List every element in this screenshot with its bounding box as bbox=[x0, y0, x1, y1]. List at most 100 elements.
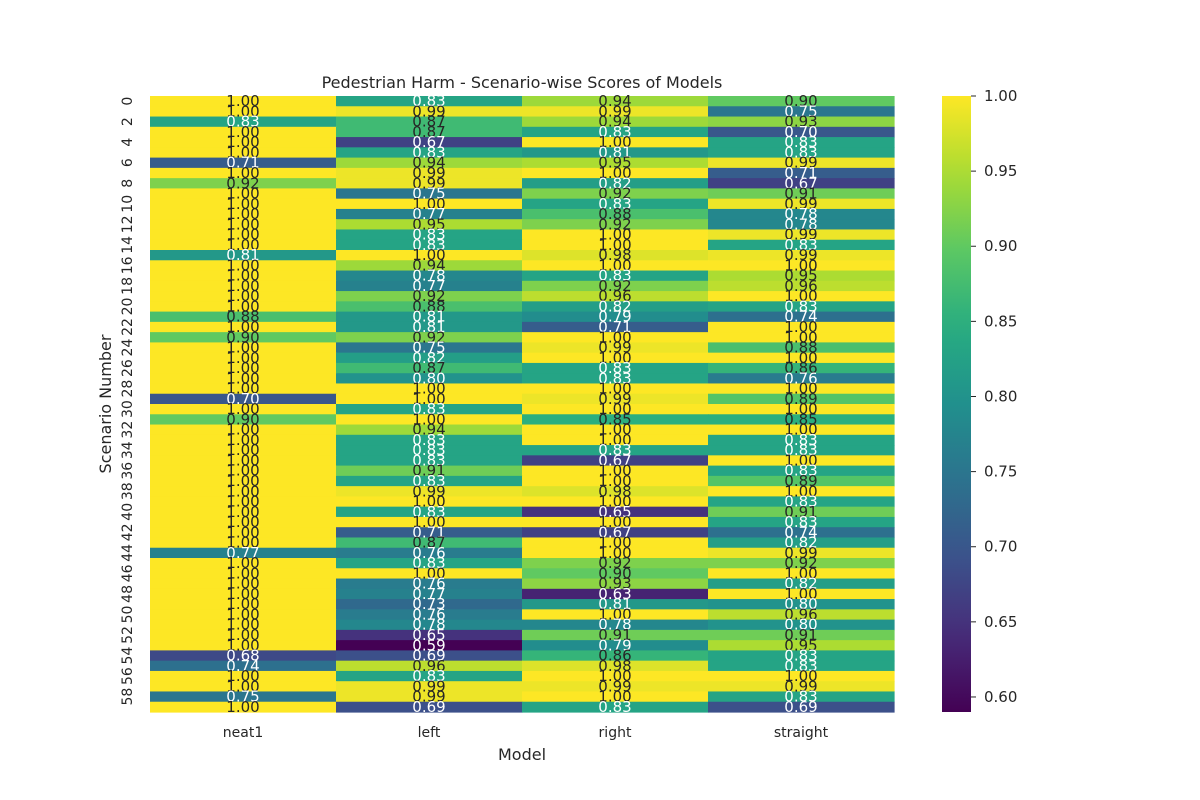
cell-annotation: 0.75 bbox=[226, 688, 259, 706]
heatmap-cell bbox=[150, 701, 337, 713]
heatmap-cell bbox=[708, 445, 895, 456]
cell-annotation: 1.00 bbox=[784, 328, 817, 346]
cell-annotation: 0.90 bbox=[226, 328, 259, 346]
cell-annotation: 0.81 bbox=[412, 318, 445, 336]
cell-annotation: 0.99 bbox=[784, 544, 817, 562]
cell-annotation: 0.78 bbox=[412, 616, 445, 634]
cell-annotations: 1.00 0.83 0.94 0.901.00 0.99 0.99 0.750.83 0.87… bbox=[226, 92, 817, 716]
heatmap-cell bbox=[708, 701, 895, 713]
cell-annotation: 0.96 bbox=[412, 657, 445, 675]
cell-annotation: 0.77 bbox=[412, 205, 445, 223]
heatmap-cell bbox=[150, 619, 337, 631]
heatmap-cell bbox=[708, 332, 895, 343]
x-tick-label: straight bbox=[774, 725, 829, 741]
cell-annotation: 0.83 bbox=[598, 369, 631, 387]
cell-annotation: 0.83 bbox=[784, 143, 817, 161]
heatmap-cell bbox=[336, 321, 523, 333]
cell-annotation: 1.00 bbox=[226, 462, 259, 480]
cell-annotation: 1.00 bbox=[412, 390, 445, 408]
heatmap-cell bbox=[522, 208, 709, 220]
heatmap-cell bbox=[150, 547, 337, 559]
cell-annotation: 0.92 bbox=[598, 554, 631, 572]
cell-annotation: 0.83 bbox=[598, 441, 631, 459]
cell-annotation: 1.00 bbox=[598, 226, 631, 244]
y-tick-label: 8 bbox=[120, 179, 136, 188]
cell-annotation: 0.78 bbox=[598, 616, 631, 634]
heatmap-cell bbox=[522, 157, 709, 169]
cell-annotation: 0.86 bbox=[598, 647, 631, 665]
heatmap-cell bbox=[336, 208, 523, 220]
cell-annotation: 0.68 bbox=[226, 647, 259, 665]
cell-annotation: 1.00 bbox=[226, 380, 259, 398]
cell-annotation: 1.00 bbox=[226, 143, 259, 161]
cell-annotation: 0.99 bbox=[598, 339, 631, 357]
heatmap-cell bbox=[150, 321, 337, 333]
heatmap-cell bbox=[522, 198, 709, 210]
heatmap-cell bbox=[708, 404, 895, 415]
cell-annotation: 0.92 bbox=[598, 185, 631, 203]
cell-annotation: 0.99 bbox=[784, 195, 817, 213]
cell-annotation: 1.00 bbox=[226, 102, 259, 120]
y-tick-label: 54 bbox=[120, 647, 136, 665]
heatmap-cell bbox=[708, 383, 895, 395]
cell-annotation: 0.98 bbox=[598, 246, 631, 264]
heatmap-cell bbox=[522, 465, 709, 477]
heatmap-cell bbox=[150, 373, 337, 385]
cell-annotation: 1.00 bbox=[598, 133, 631, 151]
cell-annotation: 1.00 bbox=[226, 616, 259, 634]
heatmap-cell bbox=[522, 362, 709, 374]
heatmap-cell bbox=[150, 445, 337, 456]
heatmap-cell bbox=[336, 219, 523, 231]
heatmap-cell bbox=[336, 650, 523, 662]
cell-annotation: 0.83 bbox=[598, 359, 631, 377]
heatmap-cell bbox=[708, 208, 895, 220]
cell-annotation: 1.00 bbox=[784, 421, 817, 439]
cell-annotation: 1.00 bbox=[226, 605, 259, 623]
heatmap-cell bbox=[522, 352, 709, 364]
heatmap-cell bbox=[336, 126, 523, 138]
cell-annotation: 0.77 bbox=[412, 585, 445, 603]
cell-annotation: 1.00 bbox=[226, 339, 259, 357]
cell-annotation: 0.83 bbox=[598, 698, 631, 716]
cell-annotation: 0.94 bbox=[598, 113, 631, 131]
cell-annotation: 0.91 bbox=[784, 503, 817, 521]
cell-annotation: 0.67 bbox=[784, 174, 817, 192]
heatmap-cell bbox=[150, 311, 337, 323]
heatmap-cell bbox=[708, 239, 895, 251]
cell-annotation: 0.83 bbox=[412, 92, 445, 110]
cell-annotation: 0.93 bbox=[598, 575, 631, 593]
cell-annotation: 1.00 bbox=[226, 667, 259, 685]
heatmap-cell bbox=[522, 393, 709, 405]
heatmap-cell bbox=[522, 455, 709, 467]
cell-annotation: 1.00 bbox=[598, 534, 631, 552]
cell-annotation: 1.00 bbox=[598, 421, 631, 439]
heatmap-cell bbox=[336, 701, 523, 713]
cell-annotation: 1.00 bbox=[598, 605, 631, 623]
cell-annotation: 1.00 bbox=[784, 451, 817, 469]
cell-annotation: 0.83 bbox=[784, 297, 817, 315]
cell-annotation: 0.71 bbox=[226, 154, 259, 172]
cell-annotation: 1.00 bbox=[784, 287, 817, 305]
heatmap-cell bbox=[522, 640, 709, 651]
cell-annotation: 0.98 bbox=[598, 657, 631, 675]
heatmap-cell bbox=[708, 147, 895, 159]
heatmap-cell bbox=[150, 455, 337, 467]
heatmap-cell bbox=[336, 250, 523, 261]
heatmap-cell bbox=[336, 660, 523, 672]
x-axis-label: Model bbox=[498, 745, 546, 764]
x-tick-labels: neat1 left right straight bbox=[223, 725, 829, 741]
cell-annotation: 0.88 bbox=[598, 205, 631, 223]
cell-annotation: 0.94 bbox=[412, 256, 445, 274]
cell-annotation: 0.99 bbox=[412, 174, 445, 192]
y-tick-label: 50 bbox=[120, 606, 136, 624]
cell-annotation: 0.95 bbox=[784, 636, 817, 654]
heatmap-cell bbox=[336, 465, 523, 477]
heatmap-cell bbox=[522, 578, 709, 590]
cell-annotation: 0.92 bbox=[598, 277, 631, 295]
colorbar-tick-label: 0.80 bbox=[984, 387, 1017, 405]
heatmap-cell bbox=[708, 362, 895, 374]
heatmap-cell bbox=[336, 342, 523, 354]
heatmap-cell bbox=[708, 96, 895, 107]
heatmap-cell bbox=[522, 691, 709, 703]
cell-annotation: 0.75 bbox=[784, 102, 817, 120]
